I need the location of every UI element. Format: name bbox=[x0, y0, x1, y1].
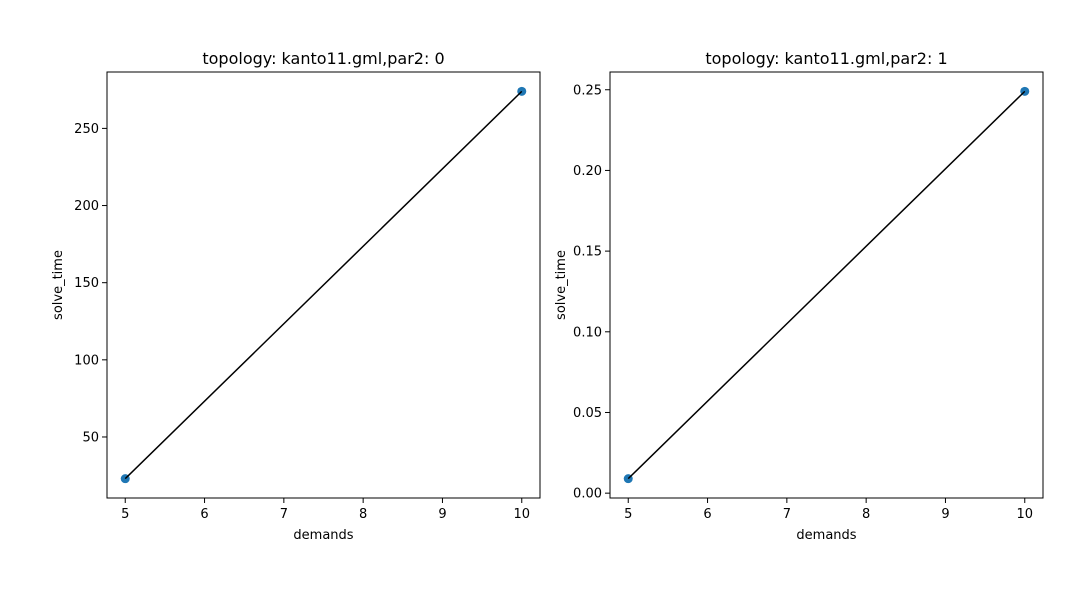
y-tick-label: 100 bbox=[74, 353, 99, 368]
axes-frame bbox=[609, 71, 1044, 499]
chart-title: topology: kanto11.gml,par2: 1 bbox=[705, 49, 947, 68]
y-tick-label: 0.05 bbox=[573, 406, 602, 421]
y-tick-label: 0.00 bbox=[573, 487, 602, 502]
chart-panel-1: topology: kanto11.gml,par2: 0 5 6 7 8 9 10 50 10… bbox=[51, 49, 541, 543]
x-tick-label: 6 bbox=[200, 507, 208, 522]
y-tick-label: 150 bbox=[74, 276, 99, 291]
axes-frame bbox=[106, 71, 541, 499]
x-tick-label: 9 bbox=[941, 507, 949, 522]
x-tick-label: 10 bbox=[1016, 507, 1033, 522]
x-tick-label: 7 bbox=[280, 507, 288, 522]
x-tick-label: 9 bbox=[438, 507, 446, 522]
x-tick-label: 5 bbox=[624, 507, 632, 522]
y-tick-label: 0.25 bbox=[573, 83, 602, 98]
y-tick-label: 50 bbox=[82, 430, 99, 445]
y-axis-label: solve_time bbox=[554, 250, 569, 320]
x-axis-label: demands bbox=[293, 528, 353, 543]
chart-title: topology: kanto11.gml,par2: 0 bbox=[202, 49, 444, 68]
y-axis-label: solve_time bbox=[51, 250, 66, 320]
y-tick-label: 0.15 bbox=[573, 245, 602, 260]
y-tick-label: 250 bbox=[74, 122, 99, 137]
series-line bbox=[627, 90, 1026, 480]
series-line bbox=[124, 90, 523, 480]
x-tick-label: 8 bbox=[862, 507, 870, 522]
x-axis-label: demands bbox=[796, 528, 856, 543]
x-tick-label: 7 bbox=[783, 507, 791, 522]
x-tick-label: 6 bbox=[703, 507, 711, 522]
x-tick-label: 10 bbox=[513, 507, 530, 522]
y-tick-label: 200 bbox=[74, 199, 99, 214]
x-tick-label: 8 bbox=[359, 507, 367, 522]
x-tick-label: 5 bbox=[121, 507, 129, 522]
y-tick-label: 0.20 bbox=[573, 164, 602, 179]
chart-panel-2: topology: kanto11.gml,par2: 1 5 6 7 8 9 10 0.00… bbox=[554, 49, 1044, 543]
y-tick-label: 0.10 bbox=[573, 325, 602, 340]
